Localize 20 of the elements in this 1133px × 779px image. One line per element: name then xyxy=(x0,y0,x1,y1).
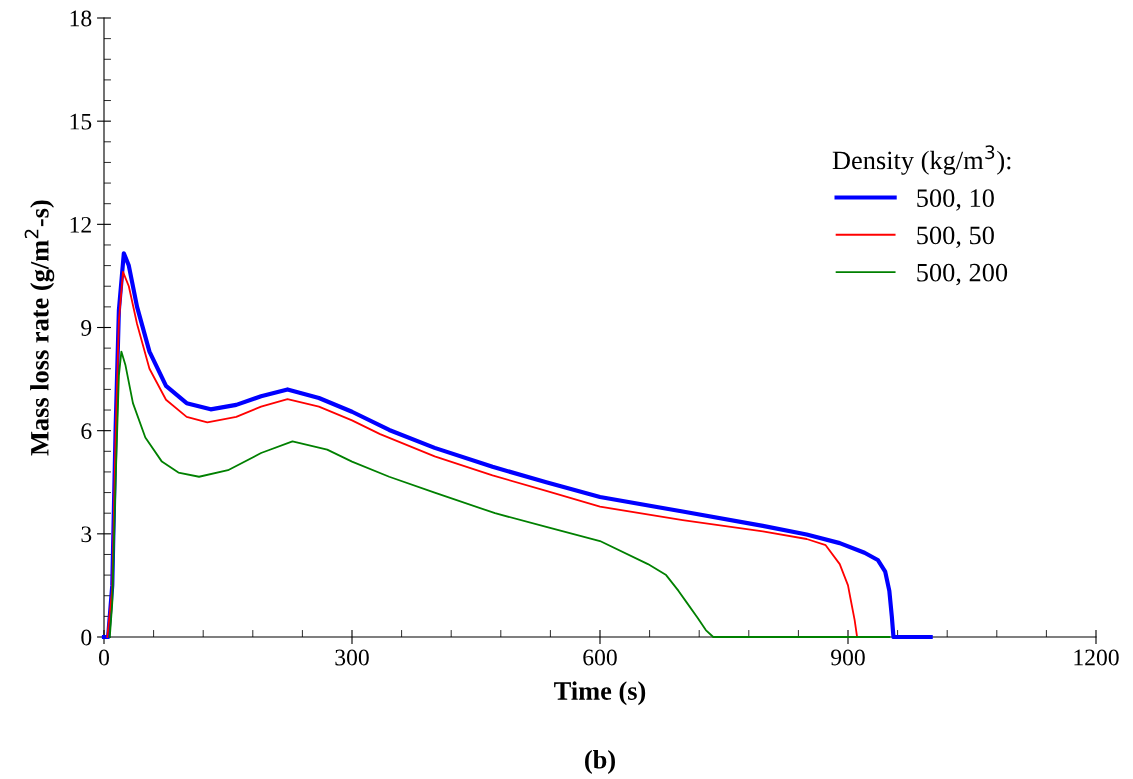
y-tick-label: 18 xyxy=(70,10,92,27)
x-tick-label: 300 xyxy=(335,649,369,666)
x-tick-label: 0 xyxy=(99,649,109,666)
y-tick-label: 0 xyxy=(81,629,92,646)
y-tick-label: 12 xyxy=(70,216,91,233)
legend-label: 500, 10 xyxy=(917,189,994,211)
x-tick-label: 900 xyxy=(831,649,865,666)
y-tick-label: 3 xyxy=(81,526,92,543)
legend-label: 500, 50 xyxy=(917,226,994,249)
y-tick-label: 9 xyxy=(81,320,92,336)
x-axis-title: Time (s) xyxy=(554,681,646,706)
x-tick-label: 1200 xyxy=(1074,649,1119,666)
y-axis-title: Mass loss rate (g/m$^{2}$-s) xyxy=(24,200,55,456)
legend-title: Density (kg/m$^{3}$): xyxy=(832,145,1011,175)
y-tick-label: 15 xyxy=(70,113,92,130)
y-tick-label: 6 xyxy=(81,423,92,440)
line-series xyxy=(108,350,891,638)
legend-label: 500, 200 xyxy=(917,263,1008,286)
text: (b) xyxy=(585,750,615,774)
x-tick-label: 600 xyxy=(583,649,617,666)
